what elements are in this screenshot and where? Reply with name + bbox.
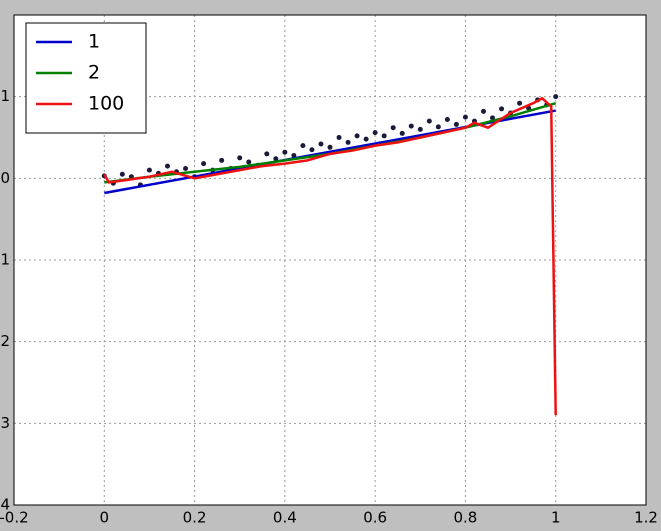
legend-box — [25, 22, 147, 134]
scatter-point — [273, 156, 279, 162]
x-tick-label: 1.2 — [634, 509, 658, 527]
scatter-point — [408, 123, 414, 129]
scatter-point — [219, 157, 225, 163]
scatter-point — [264, 151, 270, 157]
scatter-point — [300, 143, 306, 149]
y-tick-label: 1 — [0, 87, 10, 105]
x-tick-label: 1 — [551, 509, 561, 527]
scatter-point — [444, 117, 450, 123]
scatter-point — [426, 118, 432, 124]
scatter-point — [146, 167, 152, 173]
legend-label: 100 — [88, 93, 124, 115]
y-tick-label: 2 — [0, 332, 10, 350]
scatter-point — [183, 166, 189, 172]
scatter-point — [381, 133, 387, 139]
x-tick-label: 0.2 — [183, 509, 207, 527]
x-tick-label: 0.4 — [273, 509, 297, 527]
legend-label: 1 — [88, 31, 100, 53]
y-tick-label: 0 — [0, 169, 10, 187]
scatter-point — [453, 121, 459, 127]
scatter-point — [309, 147, 315, 153]
scatter-point — [372, 130, 378, 136]
legend: 1 2 100 — [25, 22, 147, 134]
scatter-point — [499, 106, 505, 112]
y-tick-label: 4 — [0, 496, 10, 514]
x-tick-label: 0 — [100, 509, 110, 527]
x-tick-label: 0.6 — [363, 509, 387, 527]
scatter-point — [480, 108, 486, 114]
scatter-point — [490, 115, 496, 121]
scatter-point — [201, 161, 207, 167]
scatter-point — [246, 159, 252, 165]
scatter-point — [291, 152, 297, 158]
scatter-point — [399, 130, 405, 136]
plot-frame — [13, 14, 647, 506]
scatter-point — [462, 114, 468, 120]
scatter-point — [282, 149, 288, 155]
x-tick-label: 0.8 — [453, 509, 477, 527]
scatter-point — [354, 133, 360, 139]
scatter-point — [327, 144, 333, 150]
scatter-point — [237, 155, 243, 161]
scatter-point — [417, 126, 423, 132]
scatter-point — [363, 136, 369, 142]
scatter-point — [553, 94, 559, 100]
series-line — [103, 96, 557, 416]
scatter-point — [345, 139, 351, 145]
legend-label: 2 — [88, 62, 100, 84]
scatter-point — [435, 124, 441, 130]
scatter-point — [164, 163, 170, 169]
scatter-point — [336, 135, 342, 140]
scatter-point — [318, 141, 324, 147]
y-tick-label: 1 — [0, 251, 10, 269]
scatter-point — [119, 171, 125, 177]
y-tick-label: 3 — [0, 414, 10, 432]
scatter-point — [390, 125, 396, 131]
scatter-point — [517, 100, 523, 106]
x-tick-label: -0.2 — [0, 509, 29, 527]
